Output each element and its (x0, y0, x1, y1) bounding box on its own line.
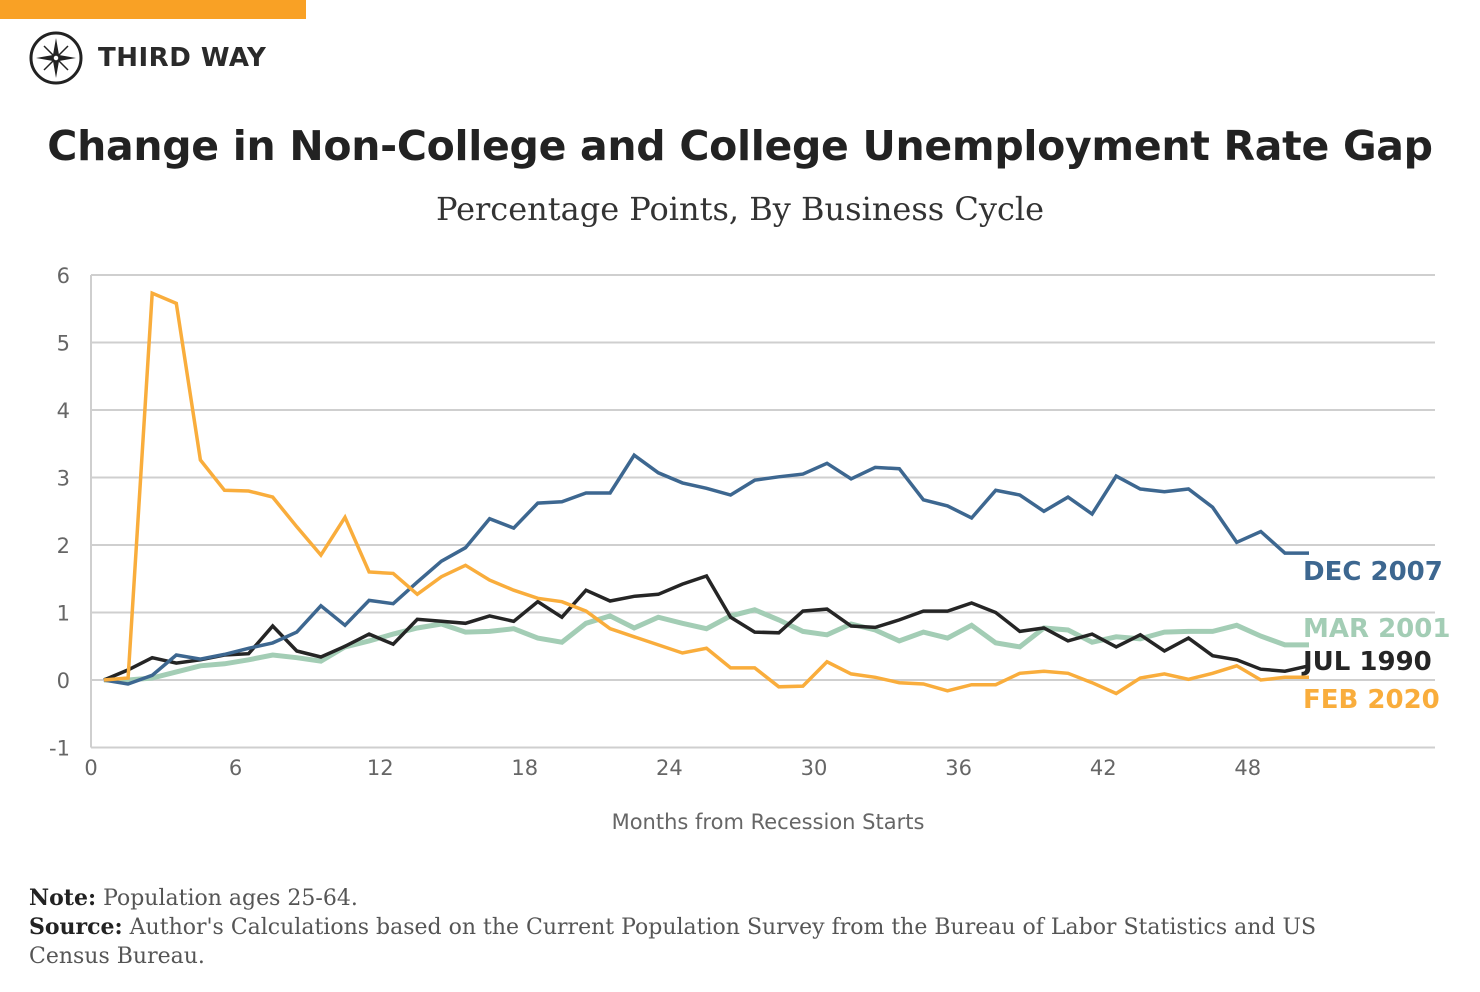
brand-name: THIRD WAY (98, 43, 267, 73)
source-line: Source: Author's Calculations based on t… (29, 913, 1359, 971)
series-line-feb-2020 (103, 290, 1309, 696)
note-line: Note: Population ages 25-64. (29, 884, 1359, 913)
y-tick-label: 6 (57, 264, 70, 288)
series-line-jul-1990 (103, 573, 1310, 682)
x-tick-label: 18 (511, 756, 538, 780)
x-tick-label: 42 (1090, 756, 1117, 780)
x-tick-label: 30 (801, 756, 828, 780)
brand-accent-bar (0, 0, 306, 19)
source-text: Author's Calculations based on the Curre… (29, 915, 1317, 969)
chart-title: Change in Non-College and College Unempl… (47, 122, 1433, 170)
source-label: Source: (29, 914, 123, 940)
x-tick-label: 12 (367, 756, 394, 780)
series-label: FEB 2020 (1303, 685, 1440, 715)
x-tick-label: 36 (945, 756, 972, 780)
chart-subtitle: Percentage Points, By Business Cycle (435, 190, 1045, 228)
chart-notes: Note: Population ages 25-64. Source: Aut… (29, 884, 1359, 971)
y-tick-label: 1 (57, 602, 70, 626)
y-tick-label: 5 (57, 332, 70, 356)
y-tick-label: -1 (49, 737, 70, 761)
series-line-mar-2001 (104, 607, 1309, 683)
series-line-dec-2007 (103, 452, 1309, 686)
series-label: MAR 2001 (1303, 614, 1450, 644)
note-text: Population ages 25-64. (96, 886, 358, 911)
x-tick-label: 48 (1234, 756, 1261, 780)
y-tick-label: 0 (57, 669, 70, 693)
x-axis-label: Months from Recession Starts (611, 810, 925, 834)
series-label: JUL 1990 (1301, 647, 1432, 677)
y-tick-label: 2 (57, 534, 70, 558)
x-tick-label: 24 (656, 756, 683, 780)
compass-icon (29, 31, 83, 85)
x-tick-label: 0 (84, 756, 97, 780)
y-tick-label: 3 (57, 467, 70, 491)
series-label: DEC 2007 (1303, 557, 1443, 587)
note-label: Note: (29, 885, 97, 911)
x-tick-label: 6 (229, 756, 242, 780)
y-tick-label: 4 (57, 399, 70, 423)
third-way-logo: THIRD WAY (28, 30, 266, 86)
